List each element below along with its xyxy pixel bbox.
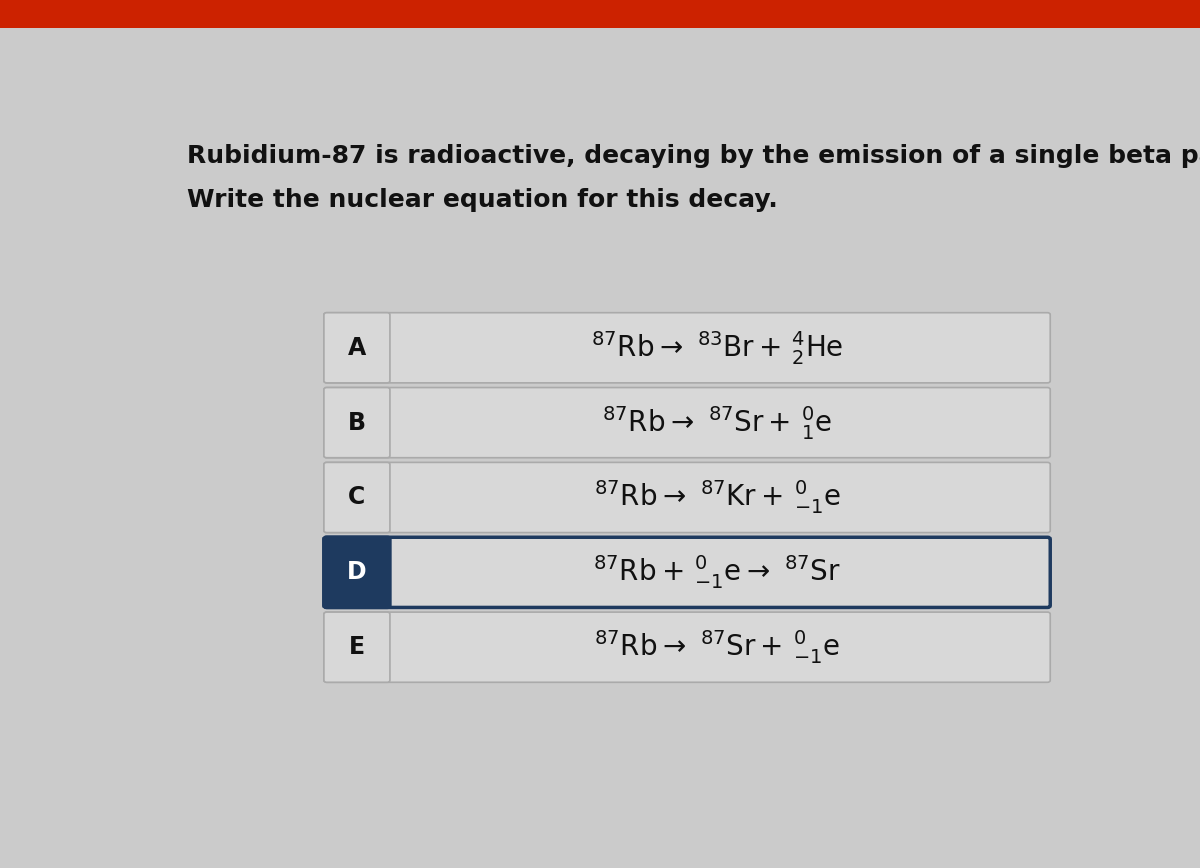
FancyBboxPatch shape <box>324 612 390 682</box>
Text: Rubidium-87 is radioactive, decaying by the emission of a single beta particle.: Rubidium-87 is radioactive, decaying by … <box>187 144 1200 168</box>
Text: $^{87}\mathrm{Rb} + \,^{0}_{-1}\mathrm{e} \rightarrow\ ^{87}\mathrm{Sr}$: $^{87}\mathrm{Rb} + \,^{0}_{-1}\mathrm{e… <box>593 554 841 591</box>
FancyBboxPatch shape <box>324 537 390 608</box>
Text: B: B <box>348 411 366 435</box>
Text: C: C <box>348 485 366 510</box>
Text: $^{87}\mathrm{Rb} \rightarrow\ ^{87}\mathrm{Kr} + \,^{0}_{-1}\mathrm{e}$: $^{87}\mathrm{Rb} \rightarrow\ ^{87}\mat… <box>594 478 841 516</box>
Text: Write the nuclear equation for this decay.: Write the nuclear equation for this deca… <box>187 187 778 212</box>
FancyBboxPatch shape <box>324 312 390 383</box>
Text: A: A <box>348 336 366 359</box>
FancyBboxPatch shape <box>324 463 390 533</box>
FancyBboxPatch shape <box>324 537 1050 608</box>
FancyBboxPatch shape <box>324 312 1050 383</box>
FancyBboxPatch shape <box>324 387 1050 457</box>
Text: $^{87}\mathrm{Rb} \rightarrow\ ^{83}\mathrm{Br} + \,^{4}_{2}\mathrm{He}$: $^{87}\mathrm{Rb} \rightarrow\ ^{83}\mat… <box>592 329 844 366</box>
Text: $^{87}\mathrm{Rb} \rightarrow\ ^{87}\mathrm{Sr} + \,^{0}_{1}\mathrm{e}$: $^{87}\mathrm{Rb} \rightarrow\ ^{87}\mat… <box>602 404 833 442</box>
FancyBboxPatch shape <box>324 463 1050 533</box>
FancyBboxPatch shape <box>324 612 1050 682</box>
Text: D: D <box>347 561 367 584</box>
Text: $^{87}\mathrm{Rb} \rightarrow\ ^{87}\mathrm{Sr} + \,^{0}_{-1}\mathrm{e}$: $^{87}\mathrm{Rb} \rightarrow\ ^{87}\mat… <box>594 628 840 666</box>
FancyBboxPatch shape <box>324 387 390 457</box>
Text: E: E <box>349 635 365 659</box>
